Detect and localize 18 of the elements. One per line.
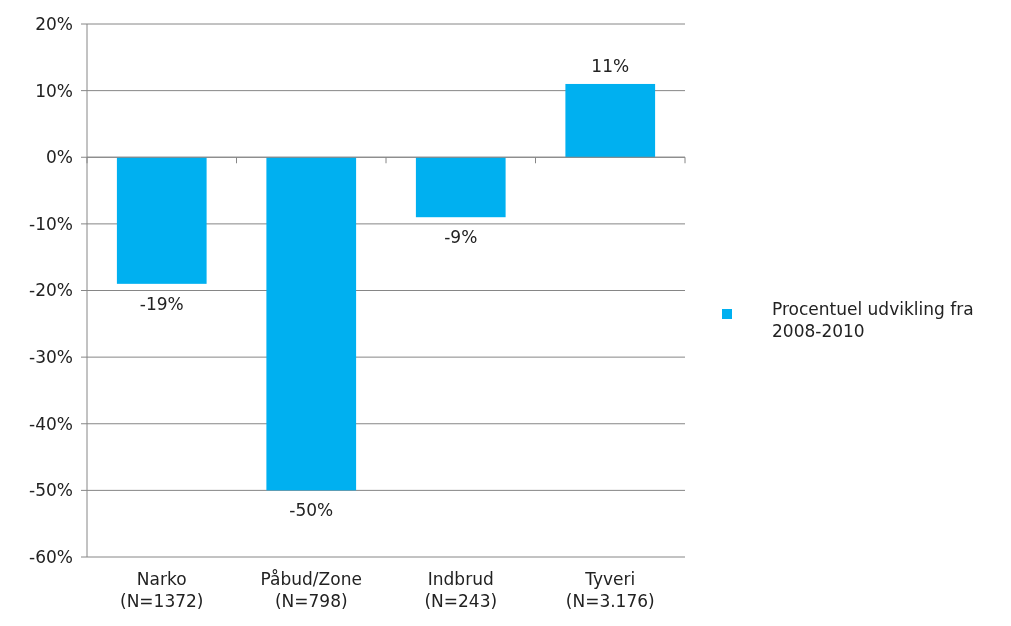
data-label: -19% bbox=[139, 293, 184, 314]
x-tick-label: Narko (N=1372) bbox=[120, 569, 204, 611]
y-tick-label: -40% bbox=[29, 413, 73, 434]
x-tick-label: Indbrud (N=243) bbox=[424, 569, 498, 611]
x-tick-label: Tyveri (N=3.176) bbox=[565, 569, 655, 611]
y-tick-label: -20% bbox=[29, 280, 73, 301]
x-tick-label: Påbud/Zone (N=798) bbox=[260, 569, 362, 611]
data-label: -9% bbox=[444, 227, 478, 248]
data-label: -50% bbox=[289, 500, 334, 521]
y-tick-label: 20% bbox=[35, 13, 73, 34]
y-tick-label: 0% bbox=[46, 147, 73, 168]
y-tick-label: -60% bbox=[29, 546, 73, 567]
y-tick-label: 10% bbox=[35, 80, 73, 101]
legend-label: Procentuel udvikling fra 2008-2010 bbox=[772, 299, 974, 341]
y-tick-label: -50% bbox=[29, 480, 73, 501]
data-label: 11% bbox=[591, 55, 630, 76]
y-tick-label: -30% bbox=[29, 347, 73, 368]
y-tick-label: -10% bbox=[29, 213, 73, 234]
